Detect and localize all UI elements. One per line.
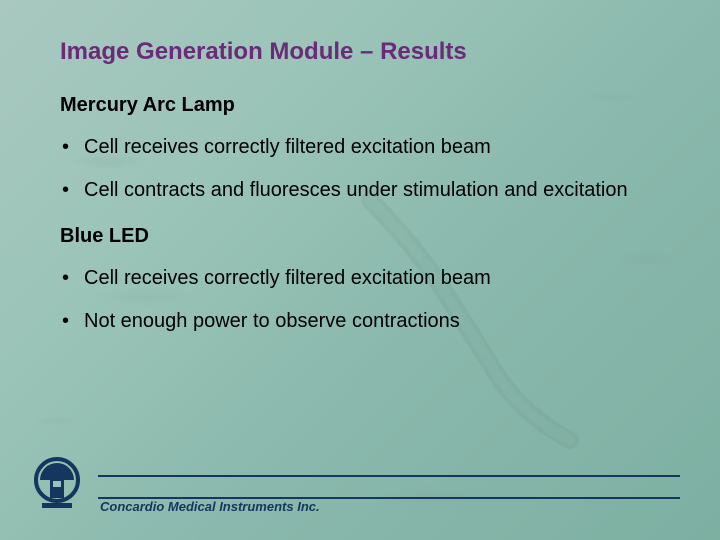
subhead-blue-led: Blue LED bbox=[60, 225, 660, 248]
footer-rule bbox=[98, 475, 680, 499]
bullet-item: Cell receives correctly filtered excitat… bbox=[60, 266, 660, 291]
subhead-mercury: Mercury Arc Lamp bbox=[60, 94, 660, 117]
section-blue-led: Blue LED Cell receives correctly filtere… bbox=[60, 225, 660, 334]
company-logo bbox=[28, 455, 86, 518]
bullet-item: Cell receives correctly filtered excitat… bbox=[60, 135, 660, 160]
slide-content: Image Generation Module – Results Mercur… bbox=[0, 0, 720, 334]
bullet-item: Not enough power to observe contractions bbox=[60, 309, 660, 334]
company-name: Concardio Medical Instruments Inc. bbox=[100, 499, 320, 514]
bullet-list-blue-led: Cell receives correctly filtered excitat… bbox=[60, 266, 660, 334]
section-mercury: Mercury Arc Lamp Cell receives correctly… bbox=[60, 94, 660, 203]
bullet-list-mercury: Cell receives correctly filtered excitat… bbox=[60, 135, 660, 203]
slide-title: Image Generation Module – Results bbox=[60, 38, 660, 66]
bullet-item: Cell contracts and fluoresces under stim… bbox=[60, 178, 660, 203]
